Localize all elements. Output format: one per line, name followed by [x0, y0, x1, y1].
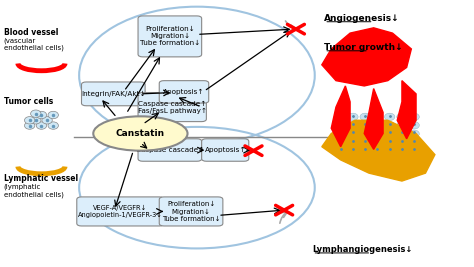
Ellipse shape [348, 130, 358, 138]
Ellipse shape [360, 147, 370, 154]
FancyBboxPatch shape [201, 139, 249, 161]
Ellipse shape [25, 117, 35, 124]
FancyBboxPatch shape [138, 93, 206, 121]
Ellipse shape [348, 121, 358, 129]
Polygon shape [364, 89, 383, 149]
Text: Apoptosis↑: Apoptosis↑ [204, 147, 246, 153]
FancyBboxPatch shape [138, 16, 201, 57]
FancyBboxPatch shape [159, 81, 209, 103]
Ellipse shape [397, 121, 407, 129]
Ellipse shape [397, 130, 407, 138]
Ellipse shape [360, 121, 370, 129]
Polygon shape [322, 28, 411, 86]
Ellipse shape [409, 147, 419, 154]
Ellipse shape [31, 110, 41, 117]
Ellipse shape [409, 130, 419, 138]
FancyBboxPatch shape [159, 197, 223, 226]
Ellipse shape [336, 121, 346, 129]
Text: Blood vessel: Blood vessel [4, 28, 58, 37]
Ellipse shape [409, 113, 419, 121]
Ellipse shape [31, 117, 41, 124]
Text: (lymphatic: (lymphatic [4, 184, 41, 190]
Ellipse shape [409, 139, 419, 146]
Ellipse shape [336, 130, 346, 138]
Ellipse shape [397, 139, 407, 146]
Ellipse shape [36, 111, 46, 119]
FancyBboxPatch shape [138, 139, 201, 161]
Text: Proliferation↓
Migration↓
Tube formation↓: Proliferation↓ Migration↓ Tube formation… [162, 201, 220, 222]
Polygon shape [322, 120, 435, 181]
Text: Lymphatic vessel: Lymphatic vessel [4, 174, 78, 183]
Polygon shape [331, 86, 350, 147]
Ellipse shape [397, 113, 407, 121]
Ellipse shape [42, 117, 52, 124]
Ellipse shape [348, 113, 358, 121]
Text: endothelial cells): endothelial cells) [4, 192, 64, 198]
Ellipse shape [384, 139, 395, 146]
Ellipse shape [397, 147, 407, 154]
Text: VEGF-A/VEGFR↓
Angiopoietin-1/VEGFR-3↓: VEGF-A/VEGFR↓ Angiopoietin-1/VEGFR-3↓ [78, 205, 163, 218]
Ellipse shape [384, 121, 395, 129]
Ellipse shape [360, 139, 370, 146]
Text: Canstatin: Canstatin [116, 129, 165, 138]
Text: Angiogenesis↓: Angiogenesis↓ [324, 14, 400, 23]
Ellipse shape [93, 116, 188, 151]
Ellipse shape [384, 130, 395, 138]
Ellipse shape [372, 113, 383, 121]
Ellipse shape [360, 130, 370, 138]
Ellipse shape [384, 147, 395, 154]
Ellipse shape [348, 147, 358, 154]
Ellipse shape [372, 130, 383, 138]
Text: Integrin/FAK/Akt↓: Integrin/FAK/Akt↓ [81, 91, 146, 97]
Ellipse shape [48, 122, 58, 129]
Ellipse shape [336, 113, 346, 121]
Ellipse shape [25, 122, 35, 129]
Ellipse shape [372, 139, 383, 146]
Ellipse shape [360, 113, 370, 121]
Ellipse shape [336, 147, 346, 154]
Ellipse shape [48, 111, 58, 119]
Text: Tumor growth↓: Tumor growth↓ [324, 43, 403, 52]
Polygon shape [397, 81, 416, 139]
Ellipse shape [348, 139, 358, 146]
FancyBboxPatch shape [77, 197, 164, 226]
Ellipse shape [36, 122, 46, 129]
Ellipse shape [336, 139, 346, 146]
Ellipse shape [384, 113, 395, 121]
Text: Proliferation↓
Migration↓
Tube formation↓: Proliferation↓ Migration↓ Tube formation… [140, 26, 200, 46]
Ellipse shape [372, 147, 383, 154]
Text: Apoptosis↑: Apoptosis↑ [163, 89, 205, 95]
Ellipse shape [409, 121, 419, 129]
Ellipse shape [372, 121, 383, 129]
Text: Caspase cascade↑
Fas/FasL pathway↑: Caspase cascade↑ Fas/FasL pathway↑ [138, 100, 207, 114]
Text: Tumor cells: Tumor cells [4, 96, 53, 105]
Text: (vascular: (vascular [4, 37, 36, 44]
Text: Caspase cascade↑: Caspase cascade↑ [136, 147, 204, 153]
FancyBboxPatch shape [82, 82, 145, 106]
Text: endothelial cells): endothelial cells) [4, 45, 64, 52]
Text: Lymphangiogenesis↓: Lymphangiogenesis↓ [312, 245, 413, 254]
